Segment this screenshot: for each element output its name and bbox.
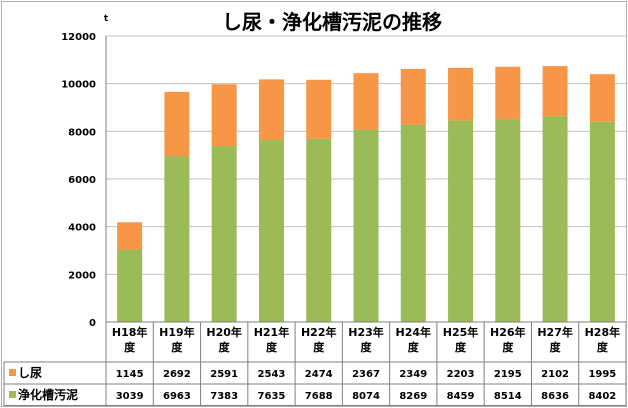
y-tick-label: 12000 bbox=[61, 32, 96, 43]
table-cell: 2195 bbox=[494, 369, 522, 380]
y-tick-label: 2000 bbox=[68, 270, 96, 281]
bar-segment bbox=[495, 119, 521, 322]
legend-label: 浄化槽汚泥 bbox=[18, 387, 78, 402]
table-cell: 2203 bbox=[447, 369, 475, 380]
table-cell: 2543 bbox=[258, 369, 286, 380]
x-tick-label: H20年度 bbox=[206, 325, 242, 354]
table-cell: 8402 bbox=[588, 391, 616, 402]
table-cell: 8459 bbox=[447, 391, 475, 402]
y-tick-label: 10000 bbox=[61, 80, 96, 91]
x-tick-label: H27年度 bbox=[537, 325, 573, 354]
y-tick-label: 0 bbox=[89, 318, 96, 329]
axes: 0 2000 4000 6000 8000 10000 12000 bbox=[61, 32, 626, 329]
table-cell: 2367 bbox=[352, 369, 380, 380]
table-cell: 2474 bbox=[305, 369, 333, 380]
y-tick-label: 8000 bbox=[68, 127, 96, 138]
bar-segment bbox=[306, 138, 332, 322]
table-cell: 2349 bbox=[399, 369, 427, 380]
table-cell: 2102 bbox=[541, 369, 569, 380]
y-axis-unit: t bbox=[104, 14, 109, 24]
x-tick-label: H26年度 bbox=[490, 325, 526, 354]
table-cell: 8636 bbox=[541, 391, 569, 402]
table-cell: 1145 bbox=[116, 369, 144, 380]
bar-segment bbox=[117, 249, 143, 322]
legend-swatch bbox=[9, 391, 16, 398]
bar-segment bbox=[589, 121, 615, 322]
table-cell: 6963 bbox=[163, 391, 191, 402]
table-cell: 2591 bbox=[210, 369, 238, 380]
table-cell: 1995 bbox=[588, 369, 616, 380]
x-tick-label: H22年度 bbox=[301, 325, 337, 354]
table-cell: 8074 bbox=[352, 391, 380, 402]
y-tick-label: 4000 bbox=[68, 223, 96, 234]
y-tick-label: 6000 bbox=[68, 175, 96, 186]
bar-segment bbox=[353, 73, 379, 130]
x-tick-label: H18年度 bbox=[112, 325, 148, 354]
bar-segment bbox=[164, 91, 190, 157]
bar-segment bbox=[258, 79, 284, 141]
table-cell: 3039 bbox=[116, 391, 144, 402]
table-cell: 8514 bbox=[494, 391, 522, 402]
table-cell: 7383 bbox=[210, 391, 238, 402]
bar-segment bbox=[211, 84, 237, 147]
bar-segment bbox=[542, 66, 568, 117]
bar-segment bbox=[400, 124, 426, 322]
table-cell: 7688 bbox=[305, 391, 333, 402]
bar-segment bbox=[258, 140, 284, 322]
bar-segment bbox=[400, 68, 426, 125]
x-tick-label: H24年度 bbox=[396, 325, 432, 354]
bar-segment bbox=[542, 116, 568, 323]
bar-segment bbox=[117, 222, 143, 250]
bar-segment bbox=[306, 79, 332, 139]
x-tick-label: H21年度 bbox=[254, 325, 290, 354]
bar-segment bbox=[448, 67, 474, 121]
bar-segment bbox=[211, 146, 237, 322]
x-tick-label: H28年度 bbox=[585, 325, 621, 354]
bars bbox=[117, 66, 615, 323]
x-tick-label: H23年度 bbox=[348, 325, 384, 354]
x-tick-label: H25年度 bbox=[443, 325, 479, 354]
legend-label: し尿 bbox=[18, 365, 42, 380]
table-cell: 2692 bbox=[163, 369, 191, 380]
bar-segment bbox=[495, 66, 521, 120]
bar-segment bbox=[589, 74, 615, 122]
table-cell: 7635 bbox=[258, 391, 286, 402]
chart-title: し尿・浄化槽汚泥の推移 bbox=[222, 10, 442, 34]
table-cell: 8269 bbox=[399, 391, 427, 402]
x-tick-label: H19年度 bbox=[159, 325, 195, 354]
data-table: H18年度 H19年度 H20年度 H21年度 H22年度 H23年度 H24年度 H25年度… bbox=[3, 322, 626, 406]
bar-segment bbox=[448, 120, 474, 323]
bar-segment bbox=[164, 156, 190, 322]
legend-swatch bbox=[9, 369, 16, 376]
bar-segment bbox=[353, 129, 379, 322]
